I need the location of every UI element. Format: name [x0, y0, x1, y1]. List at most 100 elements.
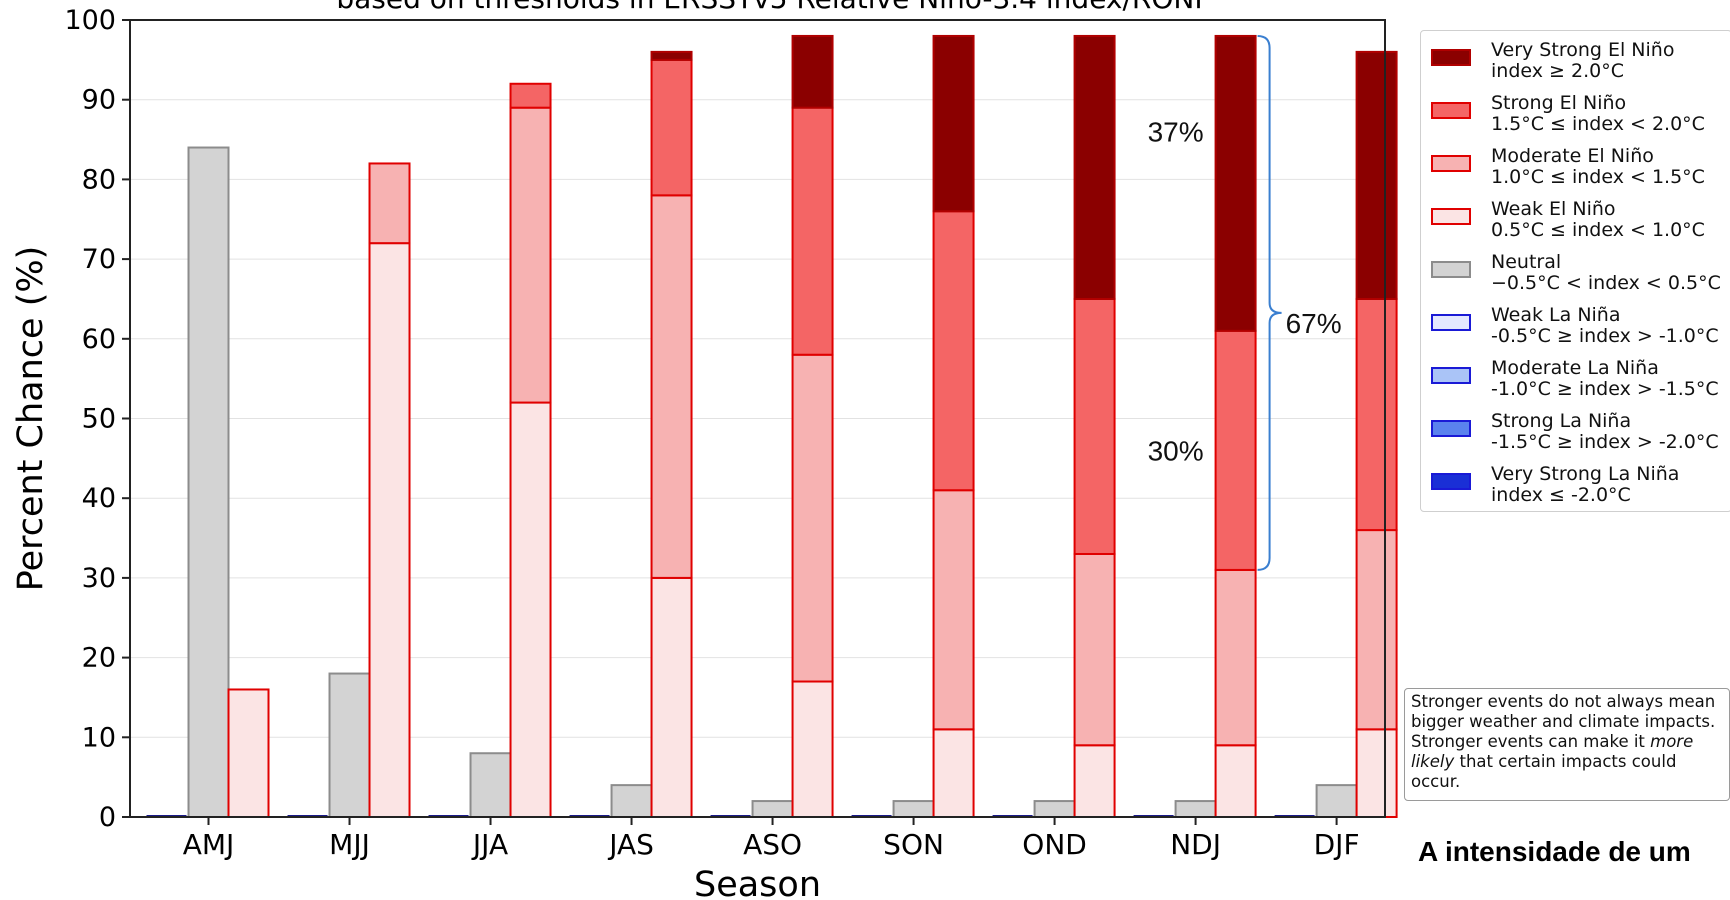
legend-range: -0.5°C ≥ index > -1.0°C — [1491, 325, 1719, 347]
x-tick-label: ASO — [743, 828, 802, 861]
impact-note: Stronger events do not always mean bigge… — [1404, 688, 1730, 801]
neutral-bar — [610, 784, 653, 818]
legend-range: 0.5°C ≤ index < 1.0°C — [1491, 219, 1705, 241]
legend-label: Moderate El Niño 1.0°C ≤ index < 1.5°C — [1491, 146, 1705, 188]
legend-swatch — [1431, 208, 1471, 225]
y-tick-label: 50 — [82, 404, 116, 435]
el-nino-segment — [791, 680, 834, 819]
legend-label: Strong El Niño 1.5°C ≤ index < 2.0°C — [1491, 93, 1705, 135]
legend-range: index ≤ -2.0°C — [1491, 484, 1631, 506]
legend-name: Weak La Niña — [1491, 304, 1621, 326]
legend-swatch — [1431, 367, 1471, 384]
legend-range: index ≥ 2.0°C — [1491, 60, 1624, 82]
legend-swatch — [1431, 102, 1471, 119]
footer-caption: A intensidade de um — [1418, 836, 1691, 867]
legend-label: Weak El Niño 0.5°C ≤ index < 1.0°C — [1491, 199, 1705, 241]
legend-label: Neutral −0.5°C < index < 0.5°C — [1491, 252, 1721, 294]
y-tick-label: 30 — [82, 563, 116, 594]
el-nino-segment — [791, 34, 834, 109]
el-nino-segment — [509, 401, 552, 818]
bars — [146, 34, 1398, 819]
y-tick-label: 90 — [82, 85, 116, 116]
legend-range: −0.5°C < index < 0.5°C — [1491, 272, 1721, 294]
el-nino-segment — [1355, 50, 1398, 300]
legend-label: Very Strong La Niña index ≤ -2.0°C — [1491, 464, 1679, 506]
legend-label: Very Strong El Niño index ≥ 2.0°C — [1491, 40, 1674, 82]
el-nino-segment — [1073, 552, 1116, 747]
neutral-bar — [1033, 800, 1076, 818]
el-nino-segment — [650, 58, 693, 197]
annotation-label: 67% — [1286, 308, 1342, 339]
x-tick-label: OND — [1022, 828, 1087, 861]
neutral-bar — [469, 752, 512, 818]
el-nino-segment — [791, 106, 834, 356]
legend: Very Strong El Niño index ≥ 2.0°C Strong E… — [1420, 30, 1730, 512]
legend-name: Weak El Niño — [1491, 198, 1616, 220]
el-nino-segment — [1355, 297, 1398, 532]
legend-swatch — [1431, 261, 1471, 278]
neutral-bar — [187, 146, 230, 818]
el-nino-segment — [650, 576, 693, 819]
y-tick-label: 70 — [82, 244, 116, 275]
annotation-label: 37% — [1148, 117, 1204, 148]
legend-range: -1.0°C ≥ index > -1.5°C — [1491, 378, 1719, 400]
note-italic: more likely — [1411, 732, 1694, 771]
x-axis-label: Season — [694, 865, 821, 900]
legend-name: Neutral — [1491, 251, 1562, 273]
legend-swatch — [1431, 314, 1471, 331]
neutral-bar — [328, 672, 371, 818]
legend-name: Moderate El Niño — [1491, 145, 1654, 167]
el-nino-segment — [1355, 529, 1398, 731]
legend-name: Strong La Niña — [1491, 410, 1632, 432]
y-tick-label: 80 — [82, 164, 116, 195]
el-nino-segment — [650, 50, 693, 61]
el-nino-segment — [227, 688, 270, 818]
y-axis-label: Percent Chance (%) — [11, 246, 51, 592]
y-tick-label: 100 — [64, 5, 116, 36]
legend-name: Very Strong La Niña — [1491, 463, 1680, 485]
el-nino-segment — [509, 106, 552, 404]
neutral-bar — [751, 800, 794, 818]
el-nino-segment — [1355, 728, 1398, 819]
annotation-label: 30% — [1148, 435, 1204, 466]
el-nino-segment — [1073, 744, 1116, 819]
el-nino-segment — [932, 210, 975, 492]
legend-swatch — [1431, 155, 1471, 172]
grid-lines — [130, 99, 1385, 738]
legend-range: 1.0°C ≤ index < 1.5°C — [1491, 166, 1705, 188]
neutral-bar — [1315, 784, 1358, 818]
el-nino-segment — [932, 34, 975, 213]
note-text: Stronger events do not always mean bigge… — [1411, 692, 1716, 751]
y-tick-label: 0 — [99, 802, 116, 833]
x-tick-label: NDJ — [1170, 828, 1221, 861]
x-tick-label: JJA — [471, 828, 508, 861]
x-tick-label: SON — [883, 828, 944, 861]
el-nino-segment — [368, 162, 411, 245]
legend-name: Moderate La Niña — [1491, 357, 1659, 379]
el-nino-segment — [791, 353, 834, 683]
legend-label: Strong La Niña -1.5°C ≥ index > -2.0°C — [1491, 411, 1719, 453]
brace — [1257, 34, 1282, 571]
legend-name: Very Strong El Niño — [1491, 39, 1675, 61]
x-tick-label: JAS — [607, 828, 654, 861]
legend-swatch — [1431, 49, 1471, 66]
note-text-end: that certain impacts could occur. — [1411, 752, 1677, 791]
el-nino-segment — [1073, 34, 1116, 300]
el-nino-segment — [509, 82, 552, 109]
y-tick-label: 40 — [82, 483, 116, 514]
axis-ticks: 0 10 20 30 40 50 60 70 80 90 100 AMJ MJJ JJA JAS ASO SON… — [64, 5, 1359, 861]
annotations: 37% 30% 67% — [1148, 34, 1342, 571]
x-tick-label: MJJ — [329, 828, 370, 861]
neutral-bar — [1174, 800, 1217, 818]
el-nino-segment — [650, 194, 693, 579]
el-nino-segment — [1214, 568, 1257, 747]
y-tick-label: 60 — [82, 324, 116, 355]
legend-label: Weak La Niña -0.5°C ≥ index > -1.0°C — [1491, 305, 1719, 347]
el-nino-segment — [1214, 744, 1257, 819]
legend-swatch — [1431, 473, 1471, 490]
legend-range: 1.5°C ≤ index < 2.0°C — [1491, 113, 1705, 135]
el-nino-segment — [1073, 297, 1116, 555]
el-nino-segment — [368, 242, 411, 819]
el-nino-segment — [932, 728, 975, 819]
